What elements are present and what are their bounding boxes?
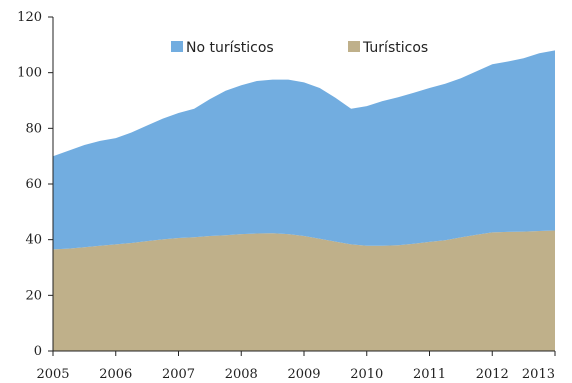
x-tick-label: 2008: [225, 367, 258, 382]
y-tick-label: 120: [17, 10, 42, 25]
legend-swatch-no-turisticos: [171, 41, 183, 52]
area-no-turisticos: [53, 50, 555, 250]
x-tick-label: 2009: [287, 367, 320, 382]
legend-label-turisticos: Turísticos: [362, 40, 428, 56]
y-tick-label: 80: [25, 121, 42, 136]
y-tick-label: 60: [25, 177, 42, 192]
x-tick-label: 2006: [99, 367, 132, 382]
x-axis-ticks: 2005 2006 2007 2008 2009 2010 2011 2012 2013: [36, 351, 556, 382]
legend: No turísticos Turísticos: [171, 40, 428, 56]
legend-swatch-turisticos: [348, 41, 360, 52]
x-tick-label: 2005: [36, 367, 69, 382]
area-series-layer: [53, 50, 555, 351]
area-turisticos: [53, 230, 555, 351]
x-tick-label: 2011: [413, 367, 446, 382]
x-tick-label: 2010: [350, 367, 383, 382]
y-axis-ticks: 0 20 40 60 80 100 120: [17, 10, 53, 359]
y-tick-label: 20: [25, 288, 42, 303]
y-tick-label: 0: [34, 344, 42, 359]
x-tick-label: 2007: [162, 367, 195, 382]
x-tick-label: 2013: [522, 367, 555, 382]
legend-label-no-turisticos: No turísticos: [186, 40, 274, 56]
y-tick-label: 100: [17, 66, 42, 81]
x-tick-label: 2012: [476, 367, 509, 382]
y-tick-label: 40: [25, 233, 42, 248]
